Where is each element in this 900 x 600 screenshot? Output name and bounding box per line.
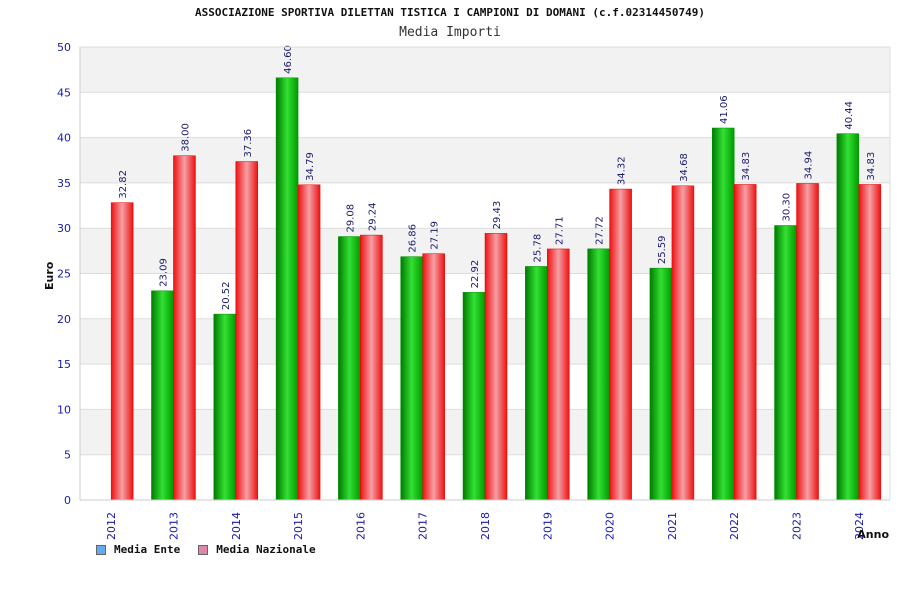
bar-media-ente: [587, 248, 610, 501]
legend: Media Ente Media Nazionale: [96, 543, 316, 556]
x-tick-label: 2013: [167, 512, 180, 540]
bar-media-nazionale: [858, 184, 882, 501]
data-label: 38.00: [180, 123, 191, 152]
x-tick-label: 2022: [728, 512, 741, 540]
x-tick-label: 2019: [541, 512, 554, 540]
y-tick-label: 40: [57, 132, 71, 145]
bar-media-ente: [711, 127, 735, 501]
bars-group: [110, 77, 882, 501]
bar-media-nazionale: [297, 184, 321, 501]
x-tick-label: 2021: [666, 512, 679, 540]
plot-band: [80, 182, 890, 229]
data-label: 40.44: [844, 101, 855, 130]
data-label: 29.24: [367, 202, 378, 231]
data-label: 34.79: [305, 152, 316, 181]
bar-media-ente: [462, 292, 486, 501]
bar-media-ente: [774, 225, 797, 501]
data-label: 46.60: [283, 45, 294, 74]
data-label: 34.83: [741, 152, 752, 181]
plot-band: [80, 92, 890, 138]
bar-media-nazionale: [235, 161, 259, 501]
data-label: 22.92: [470, 260, 481, 289]
data-label: 34.94: [804, 151, 815, 180]
legend-item-media-ente: Media Ente: [96, 543, 180, 556]
bar-media-ente: [525, 266, 548, 501]
data-labels: 32.82 23.09 38.00 20.52 37.36 46.60 34.79 29.08…: [118, 45, 877, 310]
data-label: 34.68: [679, 153, 690, 182]
bar-media-nazionale: [796, 183, 819, 501]
data-label: 34.83: [866, 152, 877, 181]
bar-media-nazionale: [422, 253, 445, 501]
y-axis-title: Euro: [43, 261, 56, 290]
y-tick-label: 20: [57, 313, 71, 326]
data-label: 27.72: [595, 216, 606, 245]
data-label: 27.19: [430, 221, 441, 250]
x-axis-title: Anno: [857, 528, 889, 541]
bar-media-ente: [400, 256, 423, 501]
plot-band: [80, 137, 890, 183]
axes: 0 5 10 15 20 25 30 35 40 45 50 2012 2013 2014 2015 2016…: [43, 41, 891, 541]
legend-item-media-nazionale: Media Nazionale: [198, 543, 316, 556]
y-tick-label: 50: [57, 41, 71, 54]
bar-media-nazionale: [173, 155, 196, 501]
x-tick-label: 2012: [105, 512, 118, 540]
data-label: 27.71: [554, 216, 565, 245]
bar-media-ente: [836, 133, 860, 501]
y-tick-label: 35: [57, 177, 71, 190]
x-tick-label: 2020: [604, 512, 617, 540]
bar-media-nazionale: [484, 233, 508, 501]
data-label: 30.30: [782, 193, 793, 222]
x-tick-label: 2018: [479, 512, 492, 540]
chart-subtitle: Media Importi: [399, 25, 501, 40]
y-tick-label: 25: [57, 268, 71, 281]
data-label: 25.59: [657, 236, 668, 265]
x-tick-label: 2014: [230, 512, 243, 540]
bar-media-ente: [338, 236, 361, 501]
chart-title: ASSOCIAZIONE SPORTIVA DILETTAN TISTICA I…: [195, 6, 705, 19]
data-label: 41.06: [719, 95, 730, 124]
data-label: 29.43: [492, 201, 503, 230]
data-label: 23.09: [158, 258, 169, 287]
data-label: 20.52: [221, 281, 232, 310]
y-tick-label: 15: [57, 358, 71, 371]
bar-media-nazionale: [110, 202, 134, 501]
bar-media-ente: [213, 313, 237, 501]
bar-media-nazionale: [547, 248, 570, 501]
y-tick-label: 5: [64, 449, 71, 462]
x-tick-label: 2015: [292, 512, 305, 540]
data-label: 32.82: [118, 170, 129, 199]
bar-media-ente: [151, 290, 174, 501]
bar-media-ente: [275, 77, 299, 501]
plot-band: [80, 47, 890, 93]
bar-media-nazionale: [360, 234, 383, 501]
data-label: 37.36: [243, 129, 254, 158]
y-tick-label: 45: [57, 86, 71, 99]
x-tick-label: 2017: [417, 512, 430, 540]
bar-media-nazionale: [733, 184, 757, 501]
data-label: 34.32: [617, 156, 628, 185]
legend-swatch-media-ente: [96, 544, 106, 555]
legend-label-media-ente: Media Ente: [114, 543, 181, 556]
x-tick-label: 2024: [853, 512, 866, 540]
y-tick-label: 10: [57, 403, 71, 416]
legend-label-media-nazionale: Media Nazionale: [216, 543, 316, 556]
y-tick-label: 30: [57, 222, 71, 235]
legend-swatch-media-nazionale: [198, 544, 209, 555]
data-label: 26.86: [408, 224, 419, 253]
x-tick-label: 2016: [354, 512, 367, 540]
data-label: 29.08: [345, 204, 356, 233]
data-label: 25.78: [532, 234, 543, 263]
bar-media-nazionale: [671, 185, 695, 501]
bar-media-ente: [649, 267, 673, 501]
y-tick-label: 0: [64, 494, 71, 507]
x-tick-label: 2023: [791, 512, 804, 540]
bar-media-nazionale: [609, 188, 632, 501]
